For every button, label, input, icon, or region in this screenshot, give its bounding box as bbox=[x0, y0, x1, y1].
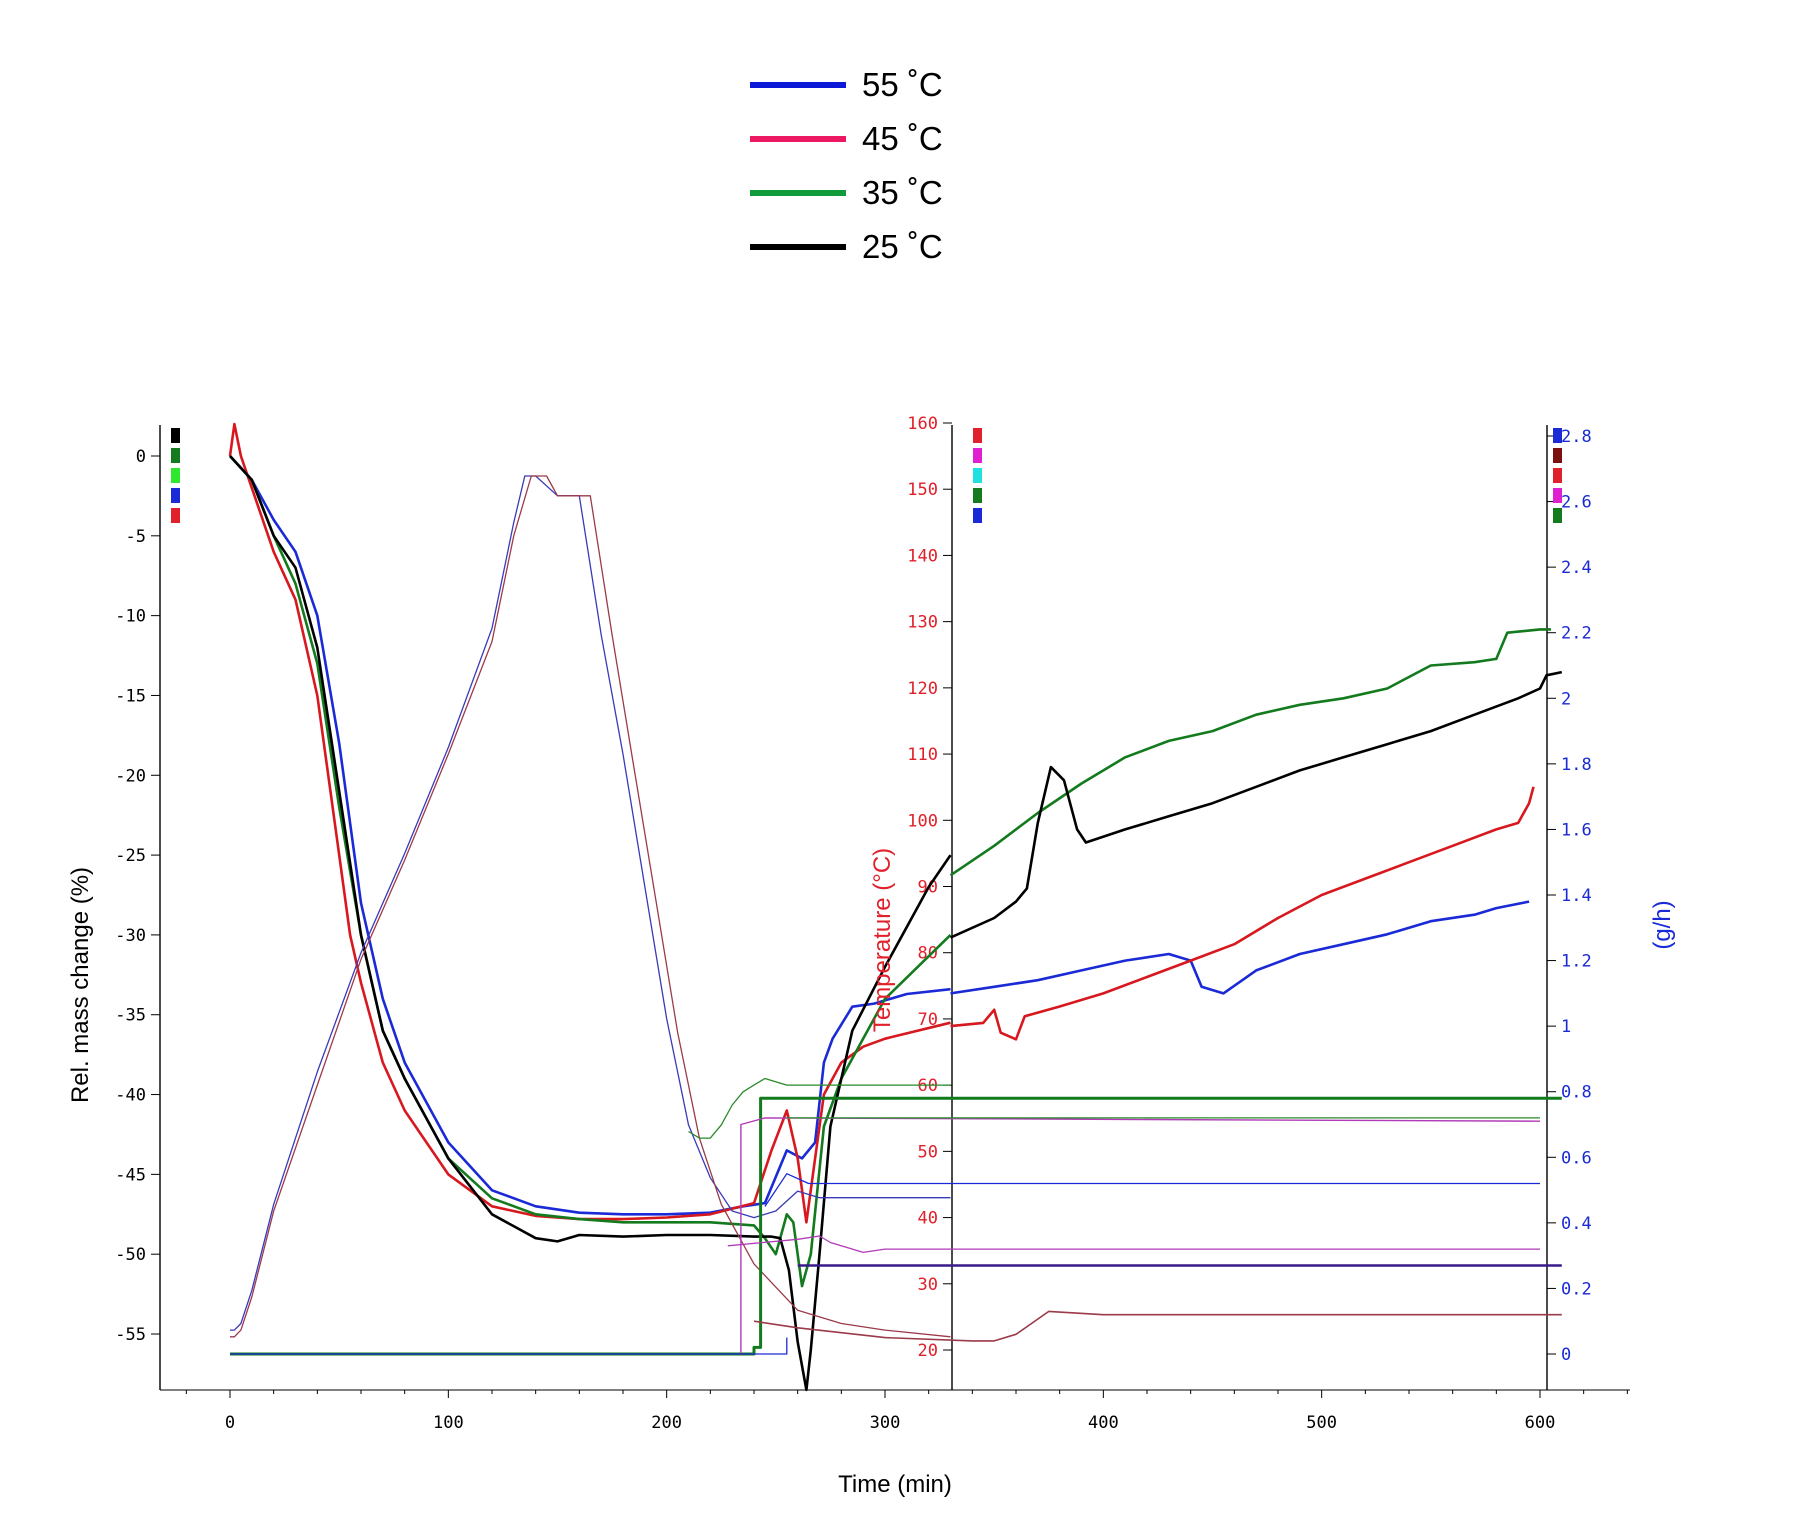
axis-marker-square bbox=[973, 488, 982, 503]
y-tick-label-right: 1.6 bbox=[1561, 820, 1592, 840]
legend-label: 35 ˚C bbox=[862, 174, 943, 211]
axis-marker-square bbox=[1553, 428, 1562, 443]
series-line-mass-35-c bbox=[229, 455, 952, 1288]
y-tick-label-right: 0.2 bbox=[1561, 1279, 1592, 1299]
series-line-temperature-3 bbox=[688, 1077, 951, 1139]
y-tick-label-right: 0 bbox=[1561, 1345, 1571, 1365]
y-tick-label-left: -55 bbox=[115, 1325, 146, 1345]
overlay-line bbox=[950, 900, 1530, 995]
axis-marker-square bbox=[171, 428, 180, 443]
axis-marker-square bbox=[973, 468, 982, 483]
x-tick-label: 600 bbox=[1525, 1413, 1556, 1433]
y-axis-left-label: Rel. mass change (%) bbox=[67, 867, 94, 1103]
x-tick-label: 500 bbox=[1306, 1413, 1337, 1433]
y-tick-label-right: 1 bbox=[1561, 1017, 1571, 1037]
legend-swatch bbox=[750, 190, 846, 196]
y-tick-label-left: -10 bbox=[115, 607, 146, 627]
axis-marker-square bbox=[973, 448, 982, 463]
series-line-temperature-2 bbox=[230, 475, 951, 1338]
y-tick-label-left: -30 bbox=[115, 926, 146, 946]
y-tick-label-middle: 20 bbox=[918, 1341, 938, 1361]
y-tick-label-right: 2.6 bbox=[1561, 493, 1592, 513]
legend-label: 25 ˚C bbox=[862, 228, 943, 265]
y-tick-label-middle: 50 bbox=[918, 1142, 938, 1162]
axis-marker-square bbox=[171, 508, 180, 523]
legend-label: 45 ˚C bbox=[862, 120, 943, 157]
series-layer bbox=[228, 422, 1563, 1392]
overlay-line bbox=[949, 628, 1551, 877]
axis-marker-square bbox=[1553, 508, 1562, 523]
y-tick-label-right: 2.2 bbox=[1561, 624, 1592, 644]
trace-line bbox=[740, 1117, 1541, 1354]
axis-marker-square bbox=[1553, 448, 1562, 463]
y-tick-label-left: -5 bbox=[126, 527, 146, 547]
y-tick-label-right: 0.8 bbox=[1561, 1083, 1592, 1103]
legend-swatch bbox=[750, 82, 846, 88]
y-tick-label-left: -20 bbox=[115, 766, 146, 786]
y-tick-label-left: -15 bbox=[115, 686, 146, 706]
trace-line bbox=[753, 1310, 1562, 1342]
y-axis-middle-label: Temperature (°C) bbox=[869, 848, 896, 1032]
x-axis-label: Time (min) bbox=[838, 1471, 952, 1498]
trace-line bbox=[764, 1173, 1540, 1207]
y-tick-label-middle: 80 bbox=[918, 944, 938, 964]
y-tick-label-left: -25 bbox=[115, 846, 146, 866]
y-tick-label-right: 0.6 bbox=[1561, 1148, 1592, 1168]
legend-swatch bbox=[750, 136, 846, 142]
axis-marker-square bbox=[973, 428, 982, 443]
y-tick-label-middle: 140 bbox=[907, 546, 938, 566]
axis-marker-square bbox=[973, 508, 982, 523]
y-tick-label-middle: 100 bbox=[907, 811, 938, 831]
y-tick-label-middle: 60 bbox=[918, 1076, 938, 1096]
y-tick-label-middle: 150 bbox=[907, 480, 938, 500]
y-tick-label-left: -50 bbox=[115, 1245, 146, 1265]
y-tick-label-right: 1.2 bbox=[1561, 952, 1592, 972]
y-tick-label-right: 2.4 bbox=[1561, 558, 1592, 578]
y-tick-label-middle: 160 bbox=[907, 414, 938, 434]
y-tick-label-middle: 110 bbox=[907, 745, 938, 765]
axis-marker-square bbox=[1553, 468, 1562, 483]
y-tick-label-middle: 70 bbox=[918, 1010, 938, 1030]
axis-marker-square bbox=[171, 468, 180, 483]
y-tick-label-right: 1.4 bbox=[1561, 886, 1592, 906]
trace-line bbox=[727, 1235, 1540, 1254]
y-tick-label-left: -45 bbox=[115, 1165, 146, 1185]
x-tick-label: 100 bbox=[433, 1413, 464, 1433]
axis-marker-square bbox=[1553, 488, 1562, 503]
y-tick-label-middle: 30 bbox=[918, 1275, 938, 1295]
axis-marker-square bbox=[171, 448, 180, 463]
x-tick-label: 0 bbox=[225, 1413, 235, 1433]
y-axis-right-label: (g/h) bbox=[1649, 900, 1676, 949]
y-tick-label-left: -35 bbox=[115, 1006, 146, 1026]
y-tick-label-middle: 40 bbox=[918, 1209, 938, 1229]
y-tick-label-middle: 130 bbox=[907, 613, 938, 633]
y-tick-label-left: 0 bbox=[136, 447, 146, 467]
series-line-mass-25-c bbox=[229, 455, 952, 1392]
overlay-line bbox=[950, 786, 1535, 1041]
y-tick-label-middle: 120 bbox=[907, 679, 938, 699]
y-tick-label-right: 2 bbox=[1561, 689, 1571, 709]
series-line-mass-55-c bbox=[229, 455, 951, 1216]
axis-marker-square bbox=[171, 488, 180, 503]
x-tick-label: 400 bbox=[1088, 1413, 1119, 1433]
y-tick-label-right: 2.8 bbox=[1561, 427, 1592, 447]
trace-line bbox=[230, 1337, 788, 1355]
legend-label: 55 ˚C bbox=[862, 66, 943, 103]
trace-line bbox=[230, 1096, 1562, 1356]
y-tick-label-left: -40 bbox=[115, 1086, 146, 1106]
x-tick-label: 300 bbox=[870, 1413, 901, 1433]
overlay-line bbox=[949, 670, 1563, 939]
series-line-temperature-1 bbox=[230, 475, 951, 1331]
y-tick-label-right: 1.8 bbox=[1561, 755, 1592, 775]
axes-layer: 0 100 200 300 400 500 6000-5-10-15-20-25-30-35… bbox=[115, 414, 1630, 1433]
x-tick-label: 200 bbox=[651, 1413, 682, 1433]
y-tick-label-right: 0.4 bbox=[1561, 1214, 1592, 1234]
legend-swatch bbox=[750, 244, 846, 250]
series-line-mass-45-c bbox=[228, 422, 951, 1224]
